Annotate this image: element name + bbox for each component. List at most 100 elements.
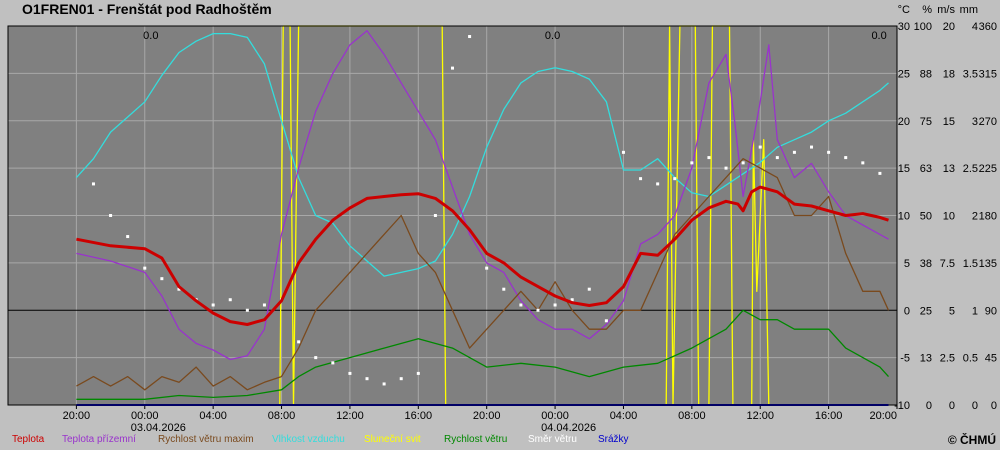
x-tick-label: 16:00 [815,410,843,422]
date-label: 04.04.2026 [541,422,596,432]
wind-direction-point [519,303,523,307]
y-axis-unit: m/s [937,4,955,16]
wind-direction-point [844,156,848,160]
wind-direction-point [604,319,608,323]
wind-direction-point [553,303,557,307]
wind-direction-point [639,177,643,181]
precip-label: 0.0 [545,30,560,42]
wind-direction-point [433,214,437,217]
y-axis-tick: 100 [914,21,932,33]
wind-direction-point [143,266,147,270]
y-axis-tick: 5 [904,258,910,270]
wind-direction-point [656,182,660,186]
y-axis-tick: 1 [972,305,978,317]
wind-direction-point [861,161,865,165]
wind-direction-point [775,156,779,160]
wind-direction-point [741,161,745,165]
y-axis-tick: 2.5 [940,353,955,365]
wind-direction-point [570,298,574,302]
y-axis-tick: 180 [979,211,997,223]
y-axis-tick: 135 [979,258,997,270]
y-axis-tick: 15 [898,163,910,175]
wind-direction-point [587,287,591,291]
y-axis-tick: 3.5 [963,68,978,80]
x-tick-label: 20:00 [63,410,91,422]
wind-direction-point [399,377,403,381]
wind-direction-point [211,303,215,307]
y-axis-tick: 20 [898,116,910,128]
x-tick-label: 12:00 [746,410,774,422]
y-axis-tick: 10 [943,211,955,223]
wind-direction-point [485,266,489,270]
wind-direction-point [348,371,352,375]
x-tick-label: 04:00 [610,410,638,422]
series-wind-speed [76,309,889,400]
wind-direction-point [126,235,130,239]
legend-item: Rychlost větru [444,434,508,445]
y-axis-tick: 0 [972,400,978,412]
y-axis-tick: -10 [894,400,910,412]
wind-direction-point [91,182,95,186]
wind-direction-point [827,150,831,154]
wind-direction-point [314,356,318,360]
y-axis-tick: 15 [943,116,955,128]
wind-direction-point [621,150,625,154]
y-axis-tick: 360 [979,21,997,33]
date-label: 03.04.2026 [131,422,186,432]
x-tick-label: 08:00 [678,410,706,422]
chart-title: O1FREN01 - Frenštát pod Radhoštěm [22,1,272,17]
wind-direction-point [707,156,711,160]
wind-direction-point [245,308,249,312]
y-axis-tick: 225 [979,163,997,175]
y-axis-unit: % [922,4,932,16]
y-axis-tick: 13 [920,353,932,365]
copyright: © ČHMÚ [947,433,996,447]
legend-item: Směr větru [528,434,577,445]
wind-direction-point [297,340,301,344]
wind-direction-point [673,177,677,181]
y-axis-tick: 315 [979,68,997,80]
y-axis-tick: 75 [920,116,932,128]
wind-direction-point [451,66,454,70]
legend-item: Vlhkost vzduchu [272,434,345,445]
y-axis-tick: 0 [904,305,910,317]
y-axis-tick: 50 [920,211,932,223]
x-tick-label: 16:00 [405,410,433,422]
wind-direction-point [810,145,814,149]
y-axis-tick: 270 [979,116,997,128]
y-axis-tick: 10 [898,211,910,223]
y-axis-tick: 2 [972,211,978,223]
y-axis-tick: 0.5 [963,353,978,365]
series-wind-gust [76,158,890,391]
x-tick-label: 08:00 [268,410,296,422]
y-axis-tick: 7.5 [940,258,955,270]
y-axis-tick: 4 [972,21,978,33]
wind-direction-point [365,377,369,381]
y-axis-tick: 0 [926,400,932,412]
wind-direction-point [382,382,386,386]
legend-item: Sluneční svit [364,434,421,445]
x-tick-label: 12:00 [336,410,364,422]
wind-direction-point [416,371,420,375]
series-humidity [75,32,889,277]
y-axis-unit: °C [898,4,910,16]
y-axis-tick: 20 [943,21,955,33]
y-axis-tick: 63 [920,163,932,175]
y-axis-tick: 13 [943,163,955,175]
wind-direction-point [536,308,540,312]
wind-direction-point [502,287,506,291]
y-axis-tick: 18 [943,68,955,80]
wind-direction-point [792,150,796,154]
x-tick-label: 20:00 [473,410,501,422]
meteo-chart: 20:00 00:00 04:00 08:00 12:00 16:00 20:00 00:00… [7,4,997,432]
y-axis-tick: 0 [949,400,955,412]
y-axis-unit: mm [960,4,978,16]
wind-direction-point [758,145,762,149]
x-tick-label: 00:00 [131,410,159,422]
wind-direction-point [109,214,113,217]
wind-direction-point [177,287,181,291]
series-temperature [76,185,889,326]
legend-item: Srážky [598,434,629,445]
wind-direction-point [228,298,232,302]
series-ground-temperature [76,30,889,361]
